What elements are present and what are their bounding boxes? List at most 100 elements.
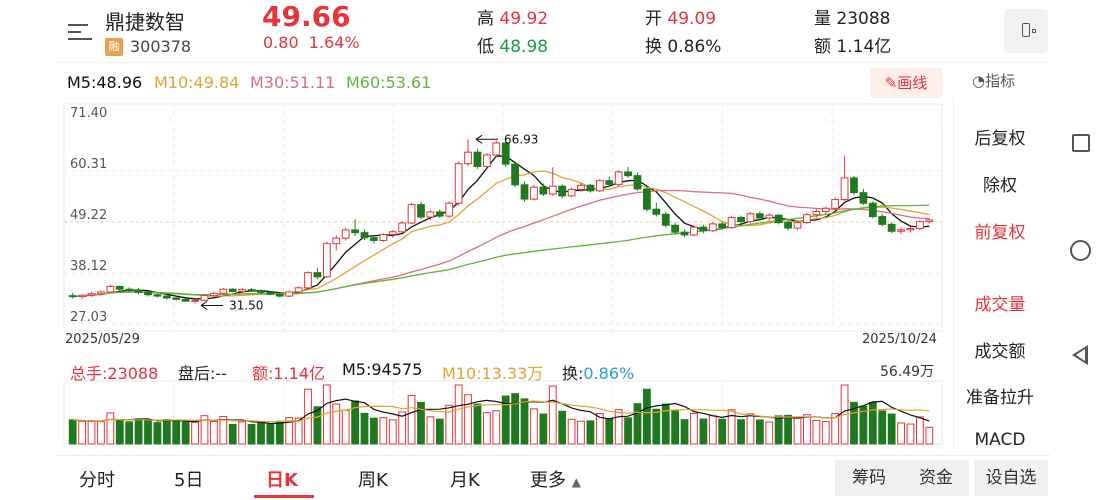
volume-bar <box>219 416 228 445</box>
volume-bar <box>115 420 124 445</box>
pre-adjusted-option[interactable]: 前复权 <box>974 223 1026 243</box>
volume-bar <box>605 418 614 445</box>
volume-bar <box>925 426 934 445</box>
candle-down <box>162 295 171 299</box>
turnover-value: 0.86% <box>667 37 722 57</box>
candle-down <box>144 291 152 296</box>
candle-up <box>708 223 717 232</box>
tab-5day[interactable]: 5日 <box>174 470 204 491</box>
volume-bar <box>134 418 143 445</box>
volume-turnover: 换:0.86% <box>562 360 634 384</box>
volume-bar <box>577 420 585 445</box>
ready-to-rise-option[interactable]: 准备拉升 <box>966 388 1034 408</box>
draw-line-button[interactable]: ✎画线 <box>870 68 942 98</box>
volume-bar <box>275 420 284 445</box>
candle-down <box>172 297 181 300</box>
volume-bar <box>285 417 294 445</box>
tab-more[interactable]: 更多 ▲ <box>530 466 581 492</box>
volume-bar <box>247 423 256 445</box>
volume-bar <box>567 418 576 445</box>
volume-bar <box>812 419 821 445</box>
volume-indicator-option[interactable]: 成交量 <box>974 295 1026 315</box>
volume-bar <box>398 411 407 445</box>
post-adjusted-option[interactable]: 后复权 <box>974 129 1026 149</box>
home-icon[interactable] <box>1070 240 1091 261</box>
price-change: 0.80 1.64% <box>263 33 360 52</box>
macd-option[interactable]: MACD <box>974 430 1026 450</box>
tab-intraday[interactable]: 分时 <box>79 470 115 491</box>
volume-bar <box>850 401 858 445</box>
candle-down <box>633 175 642 190</box>
volume-stat: 量 23088 <box>814 4 891 29</box>
candle-up <box>727 216 736 229</box>
volume-bar <box>482 412 491 445</box>
high-label: 高 <box>477 9 494 29</box>
back-icon-inner <box>1076 349 1085 361</box>
candle-up <box>765 214 774 219</box>
margin-trading-badge: 融 <box>105 38 123 56</box>
candle-up <box>388 231 397 235</box>
landscape-toggle-button[interactable] <box>1004 9 1048 53</box>
volume-bar <box>511 393 520 445</box>
volume-bars <box>68 384 934 445</box>
after-hours: 盘后:-- <box>178 364 227 383</box>
high-value: 49.92 <box>499 9 549 29</box>
amount-indicator-option[interactable]: 成交额 <box>974 342 1026 362</box>
candle-down <box>878 216 887 225</box>
change-amount: 0.80 <box>263 33 299 52</box>
open-stat: 开 49.09 <box>645 4 716 29</box>
funds-button[interactable]: 资金 <box>903 460 969 496</box>
volume-bar <box>238 421 247 445</box>
phone-icon <box>1022 23 1030 37</box>
candle-down <box>370 237 378 241</box>
gauge-icon: ◔ <box>972 72 986 90</box>
indicator-button[interactable]: ◔指标 <box>972 70 1015 91</box>
volume-m5: M5:94575 <box>342 360 423 379</box>
tabs-divider <box>55 455 1050 456</box>
candle-down <box>266 291 275 295</box>
tab-weekly-k[interactable]: 周K <box>358 470 388 491</box>
tab-monthly-k[interactable]: 月K <box>450 470 480 491</box>
volume-bar <box>671 410 680 445</box>
volume-bar <box>897 422 905 445</box>
candle-down <box>737 216 745 223</box>
draw-line-label: 画线 <box>897 74 928 92</box>
chips-button[interactable]: 筹码 <box>835 460 903 496</box>
chart-grid <box>63 103 943 332</box>
candle-up <box>78 294 87 298</box>
candle-down <box>671 224 680 233</box>
tab-daily-k[interactable]: 日K <box>266 470 298 491</box>
volume-ma-lines <box>72 398 930 425</box>
candle-up <box>840 177 849 201</box>
candle-down <box>275 293 284 297</box>
volume-bar <box>332 403 341 445</box>
volume-turnover-value: 0.86% <box>583 364 635 383</box>
volume-max-label: 56.49万 <box>880 364 935 380</box>
candle-up <box>915 221 924 230</box>
chart-annotations: 66.93 31.50 <box>200 132 538 312</box>
menu-icon[interactable] <box>68 22 92 40</box>
ex-rights-option[interactable]: 除权 <box>983 176 1017 196</box>
candle-down <box>643 188 651 210</box>
volume-bar <box>633 403 642 445</box>
volume-bar <box>426 416 435 445</box>
volume-m10: M10:13.33万 <box>442 364 544 383</box>
candle-up <box>567 188 576 197</box>
x-end-date: 2025/10/24 <box>862 332 937 347</box>
candle-up <box>925 219 934 223</box>
recent-apps-icon[interactable] <box>1072 134 1090 152</box>
volume-bar <box>530 408 538 445</box>
candle-up <box>341 229 350 239</box>
candle-down <box>360 232 369 239</box>
candle-down <box>699 226 708 232</box>
low-annotation: 31.50 <box>229 298 263 312</box>
candle-up <box>426 211 435 218</box>
add-watchlist-button[interactable]: 设自选 <box>974 460 1048 496</box>
volume-ma10-line <box>72 400 930 423</box>
volume-bar <box>473 403 482 445</box>
candle-up <box>379 233 388 241</box>
volume-bar <box>699 418 708 445</box>
candle-down <box>624 171 632 177</box>
active-tab-underline <box>254 495 314 498</box>
